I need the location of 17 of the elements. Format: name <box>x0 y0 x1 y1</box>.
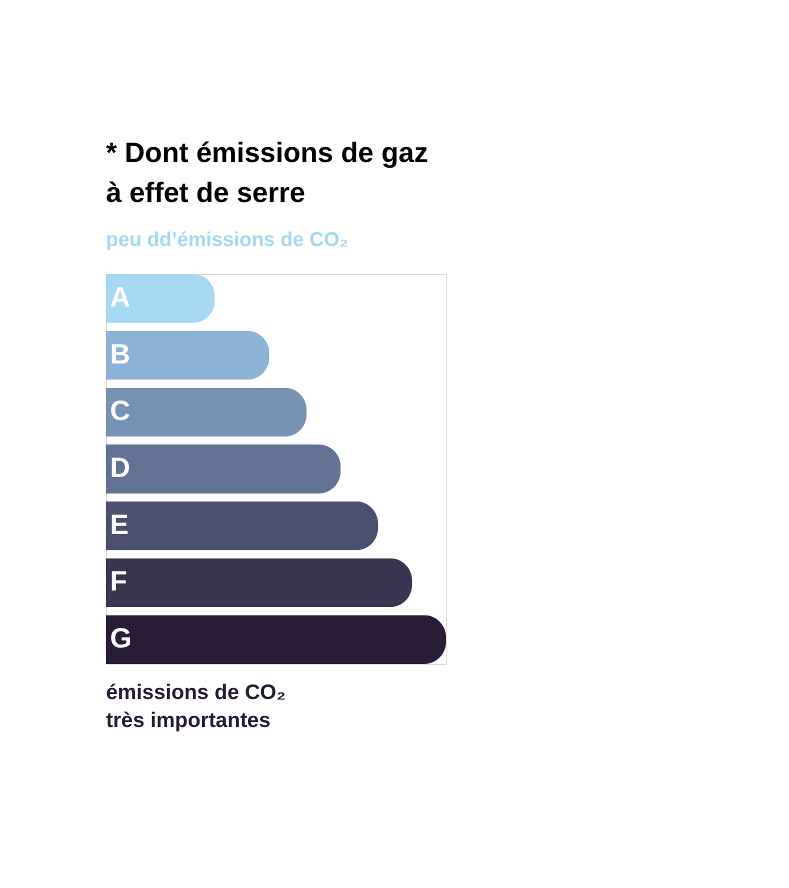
bar <box>106 330 270 380</box>
text: émissions de CO₂ très importantes <box>106 681 286 732</box>
y-tick-label: D <box>110 452 130 483</box>
bar <box>106 388 307 437</box>
y-tick-label: G <box>110 622 132 654</box>
bar <box>106 615 446 664</box>
bar <box>106 558 412 608</box>
y-tick-label: C <box>110 395 130 426</box>
bar <box>106 274 215 323</box>
bar <box>106 501 378 550</box>
bar <box>106 444 341 494</box>
y-tick-label: A <box>110 281 130 312</box>
y-tick-label: F <box>110 566 128 597</box>
y-tick-label: E <box>110 508 129 540</box>
chart-title: * Dont émissions de gaz à effet de serre <box>106 137 428 208</box>
chart-subtitle: peu dd’émissions de CO₂ <box>106 229 348 251</box>
y-tick-label: B <box>110 338 130 370</box>
